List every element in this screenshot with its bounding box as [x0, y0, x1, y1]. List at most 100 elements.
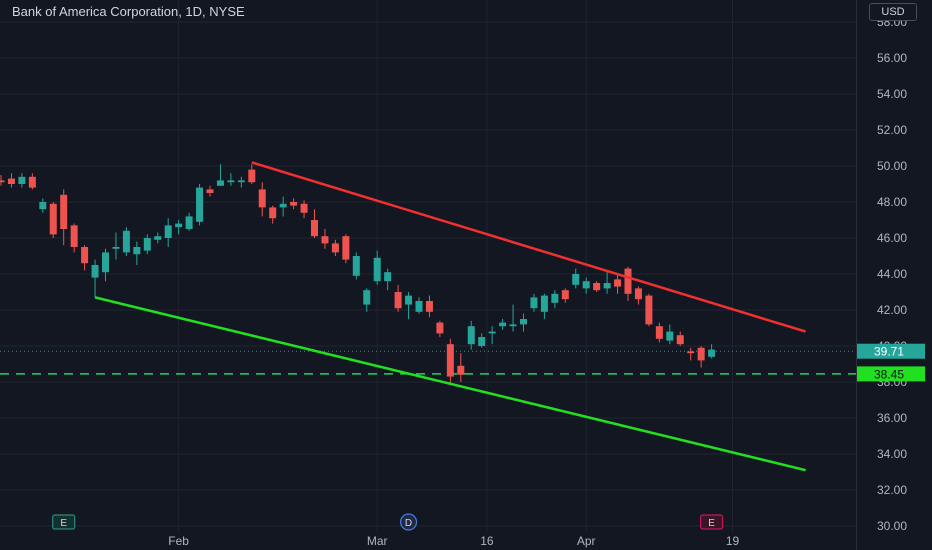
event-marker-label: E: [708, 518, 715, 529]
candle-body: [227, 180, 235, 183]
chart-title: Bank of America Corporation, 1D, NYSE: [12, 4, 245, 19]
candle-body: [185, 216, 193, 229]
time-tick-label: Feb: [168, 534, 189, 548]
price-tick-label: 48.00: [877, 195, 907, 209]
candle-body: [290, 202, 298, 206]
candle-body: [91, 265, 99, 278]
price-tick-label: 56.00: [877, 51, 907, 65]
candle-body: [7, 178, 15, 184]
candle-body: [143, 238, 151, 251]
candle-body: [488, 331, 496, 334]
support-level-badge: [857, 366, 925, 382]
price-tick-label: 36.00: [877, 411, 907, 425]
candle-body: [405, 295, 413, 305]
candle-body: [70, 225, 78, 247]
candle-body: [457, 365, 465, 375]
candle-body: [603, 283, 611, 289]
candle-body: [154, 236, 162, 240]
candle-body: [582, 281, 590, 289]
candle-body: [321, 236, 329, 244]
time-tick-label: Mar: [367, 534, 388, 548]
candle-body: [415, 301, 423, 312]
candle-body: [509, 324, 517, 327]
candle-body: [342, 236, 350, 260]
currency-button[interactable]: USD: [869, 3, 917, 21]
candle-body: [28, 176, 36, 188]
candle-body: [164, 225, 172, 238]
resistance-trendline[interactable]: [251, 161, 807, 333]
candle-body: [258, 189, 266, 208]
candle-body: [237, 180, 245, 183]
event-marker-label: D: [405, 518, 412, 529]
candles: [0, 164, 716, 383]
candle-body: [634, 288, 642, 300]
candle-body: [697, 347, 705, 361]
candle-body: [60, 194, 68, 229]
candle-body: [708, 349, 716, 357]
current-price-badge-label: 39.71: [874, 345, 904, 359]
price-tick-label: 50.00: [877, 159, 907, 173]
price-tick-label: 54.00: [877, 87, 907, 101]
price-tick-label: 44.00: [877, 267, 907, 281]
candle-body: [175, 223, 183, 228]
price-tick-label: 32.00: [877, 483, 907, 497]
event-marker-label: E: [60, 518, 67, 529]
candle-body: [520, 319, 527, 325]
time-tick-label: Apr: [577, 534, 596, 548]
candle-body: [394, 292, 402, 309]
time-tick-label: 16: [480, 534, 494, 548]
price-tick-label: 30.00: [877, 519, 907, 533]
support-trendline[interactable]: [94, 296, 806, 472]
price-badges: 39.71 38.45: [857, 343, 925, 382]
price-tick-label: 46.00: [877, 231, 907, 245]
candle-body: [81, 247, 89, 264]
support-level-badge-label: 38.45: [874, 367, 904, 381]
candle-body: [467, 326, 475, 345]
horizontal-lines: [0, 350, 856, 375]
time-axis[interactable]: Feb Mar 16 Apr 19: [168, 534, 739, 548]
candle-body: [645, 295, 653, 325]
candle-body: [122, 230, 130, 253]
candle-body: [206, 189, 214, 193]
earnings-marker[interactable]: [52, 514, 76, 530]
candle-body: [687, 351, 695, 354]
candle-body: [676, 335, 684, 345]
candle-body: [300, 203, 308, 213]
candle-body: [614, 279, 622, 287]
grid-lines: [0, 0, 856, 532]
candle-body: [551, 293, 559, 303]
candle-body: [311, 220, 318, 237]
candle-body: [39, 202, 47, 210]
candle-body: [49, 203, 57, 235]
candle-body: [530, 297, 538, 309]
candle-body: [572, 274, 580, 285]
trendlines[interactable]: [94, 161, 807, 472]
candle-body: [561, 290, 569, 300]
candle-body: [624, 268, 632, 294]
price-axis[interactable]: 30.0032.0034.0036.0038.0040.0042.0044.00…: [877, 15, 907, 533]
candle-body: [425, 301, 433, 312]
candle-body: [331, 243, 339, 253]
candle-body: [133, 247, 141, 255]
candle-body: [499, 322, 507, 327]
candle-body: [655, 326, 663, 339]
candle-body: [540, 295, 548, 312]
candle-body: [363, 290, 371, 305]
candle-body: [478, 337, 486, 346]
candle-body: [373, 257, 381, 282]
candle-body: [248, 169, 256, 183]
candle-body: [102, 252, 109, 273]
dividend-marker[interactable]: [399, 513, 418, 531]
price-tick-label: 42.00: [877, 303, 907, 317]
price-tick-label: 34.00: [877, 447, 907, 461]
candle-body: [112, 247, 120, 249]
price-tick-label: 52.00: [877, 123, 907, 137]
earnings-marker[interactable]: [699, 514, 724, 530]
candle-body: [384, 272, 392, 282]
candle-body: [279, 203, 287, 208]
candle-body: [196, 187, 204, 222]
candle-body: [436, 322, 444, 334]
